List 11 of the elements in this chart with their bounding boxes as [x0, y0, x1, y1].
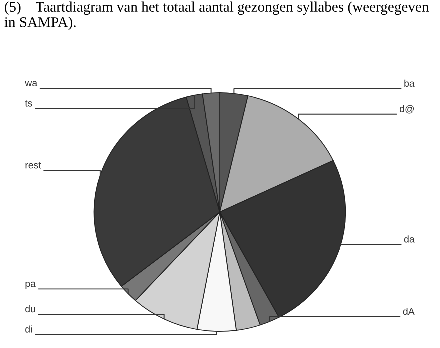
slice-label: dA	[403, 308, 415, 316]
slice-label: pa	[26, 282, 36, 290]
slice-label: wa	[25, 81, 38, 87]
slice-label: ba	[404, 80, 415, 88]
slice-label: d@	[400, 105, 414, 114]
slice-label: ts	[25, 100, 32, 107]
chart-title: (5) Taartdiagram van het totaal aantal gezongen syllabes (weergegeven in SAMPA).	[4, 2, 430, 30]
slice-label: di	[26, 326, 32, 333]
slice-label: du	[26, 305, 36, 313]
slice-label: rest	[26, 162, 42, 169]
slice-label: da	[404, 236, 415, 243]
